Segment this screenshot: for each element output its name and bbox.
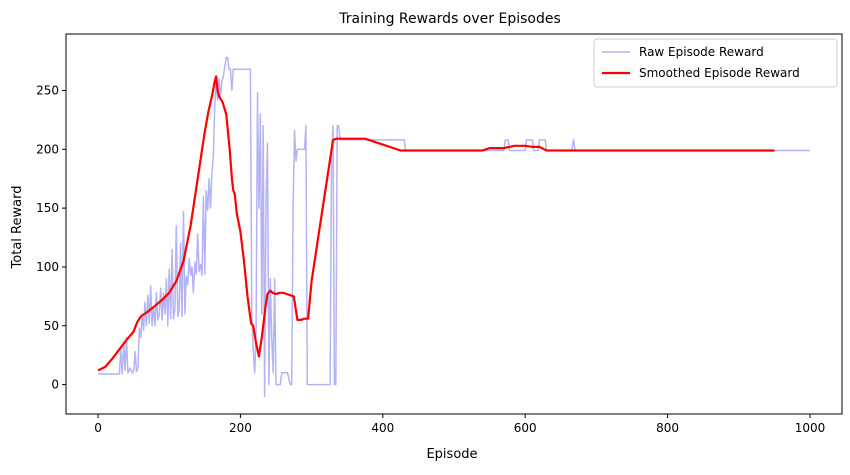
raw-reward-line	[98, 56, 810, 398]
chart-title: Training Rewards over Episodes	[338, 11, 561, 27]
y-tick-label: 100	[36, 260, 59, 274]
x-tick-label: 400	[371, 421, 394, 435]
y-tick-label: 200	[36, 142, 59, 156]
smoothed-reward-line	[97, 75, 775, 372]
legend-label-raw: Raw Episode Reward	[639, 45, 764, 59]
y-axis-title: Total Reward	[10, 186, 25, 270]
x-tick-label: 200	[229, 421, 252, 435]
x-tick-label: 600	[514, 421, 537, 435]
x-axis-title: Episode	[426, 447, 477, 462]
y-tick-label: 50	[44, 319, 59, 333]
plot-area	[97, 56, 810, 398]
axes: 0 200 400 600 800 1000 0 50 100 150 200 250	[36, 33, 843, 435]
y-tick-label: 0	[51, 378, 59, 392]
x-tick-label: 800	[656, 421, 679, 435]
legend-box	[593, 38, 838, 88]
y-tick-label: 150	[36, 201, 59, 215]
legend-label-smoothed: Smoothed Episode Reward	[639, 66, 800, 80]
x-tick-label: 1000	[795, 421, 826, 435]
x-tick-label: 0	[94, 421, 102, 435]
plot-frame	[65, 33, 843, 415]
y-tick-label: 250	[36, 83, 59, 97]
legend: Raw Episode Reward Smoothed Episode Rewar…	[593, 38, 838, 88]
